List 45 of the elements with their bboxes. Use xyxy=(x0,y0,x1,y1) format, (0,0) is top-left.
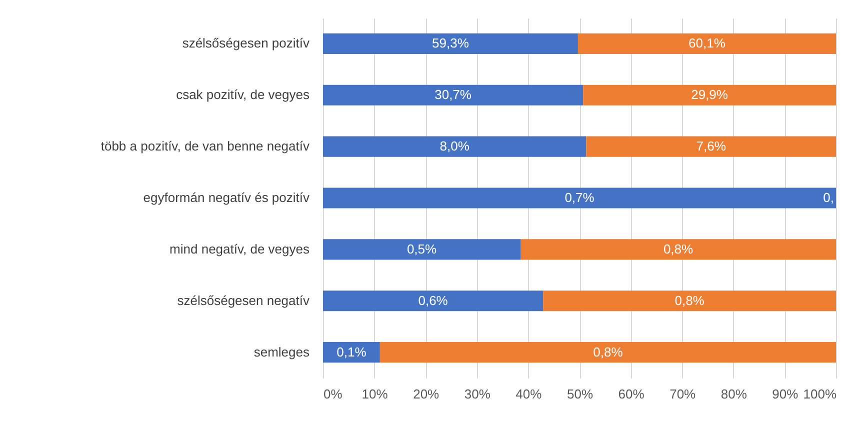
bar xyxy=(323,188,836,208)
bar xyxy=(323,290,544,312)
x-tick-label: 10% xyxy=(362,386,388,402)
annotation: 0, xyxy=(823,190,834,205)
y-tick-label: csak pozitív, de vegyes xyxy=(176,87,310,102)
annotation: 0,8% xyxy=(674,292,705,308)
y-tick-label: egyformán negatív és pozitív xyxy=(143,190,310,205)
annotation: 0,5% xyxy=(406,241,438,256)
x-tick-label: 70% xyxy=(670,386,696,402)
annotation: 8,0% xyxy=(440,138,470,154)
annotation: 60,1% xyxy=(688,36,726,51)
y-tick-label: szélsőségesen negatív xyxy=(177,292,310,308)
bar xyxy=(583,84,836,106)
annotation: 30,7% xyxy=(434,87,472,102)
x-tick-label: 40% xyxy=(516,386,542,402)
y-tick-label: szélsőségesen pozitív xyxy=(182,36,310,51)
annotation: 0,1% xyxy=(336,344,367,360)
x-tick-label: 80% xyxy=(720,386,748,402)
y-tick-label: mind negatív, de vegyes xyxy=(170,241,310,256)
annotation: 59,3% xyxy=(432,36,470,51)
annotation: 0,6% xyxy=(418,292,448,308)
bar xyxy=(323,239,521,260)
x-tick-label: 0% xyxy=(324,386,343,402)
bar xyxy=(520,239,836,260)
y-tick-label: több a pozitív, de van benne negatív xyxy=(100,138,310,154)
annotation: 0,7% xyxy=(564,190,595,205)
annotation: 0,8% xyxy=(593,344,624,360)
x-tick-label: 90% xyxy=(772,386,799,402)
x-tick-label: 20% xyxy=(413,386,440,402)
bar xyxy=(578,33,836,54)
bar xyxy=(323,33,578,54)
y-tick-label: semleges xyxy=(254,344,310,360)
annotation: 29,9% xyxy=(691,87,728,102)
bar xyxy=(323,342,380,363)
bar xyxy=(543,290,836,312)
bar xyxy=(586,136,836,157)
bar xyxy=(323,84,584,106)
bar xyxy=(323,136,586,157)
bar xyxy=(380,342,836,363)
x-tick-label: 50% xyxy=(566,386,594,402)
x-tick-label: 60% xyxy=(618,386,645,402)
annotation: 0,8% xyxy=(663,241,694,256)
x-tick-label: 30% xyxy=(464,386,491,402)
annotation: 7,6% xyxy=(696,138,726,154)
x-tick-label: 100% xyxy=(803,386,837,402)
